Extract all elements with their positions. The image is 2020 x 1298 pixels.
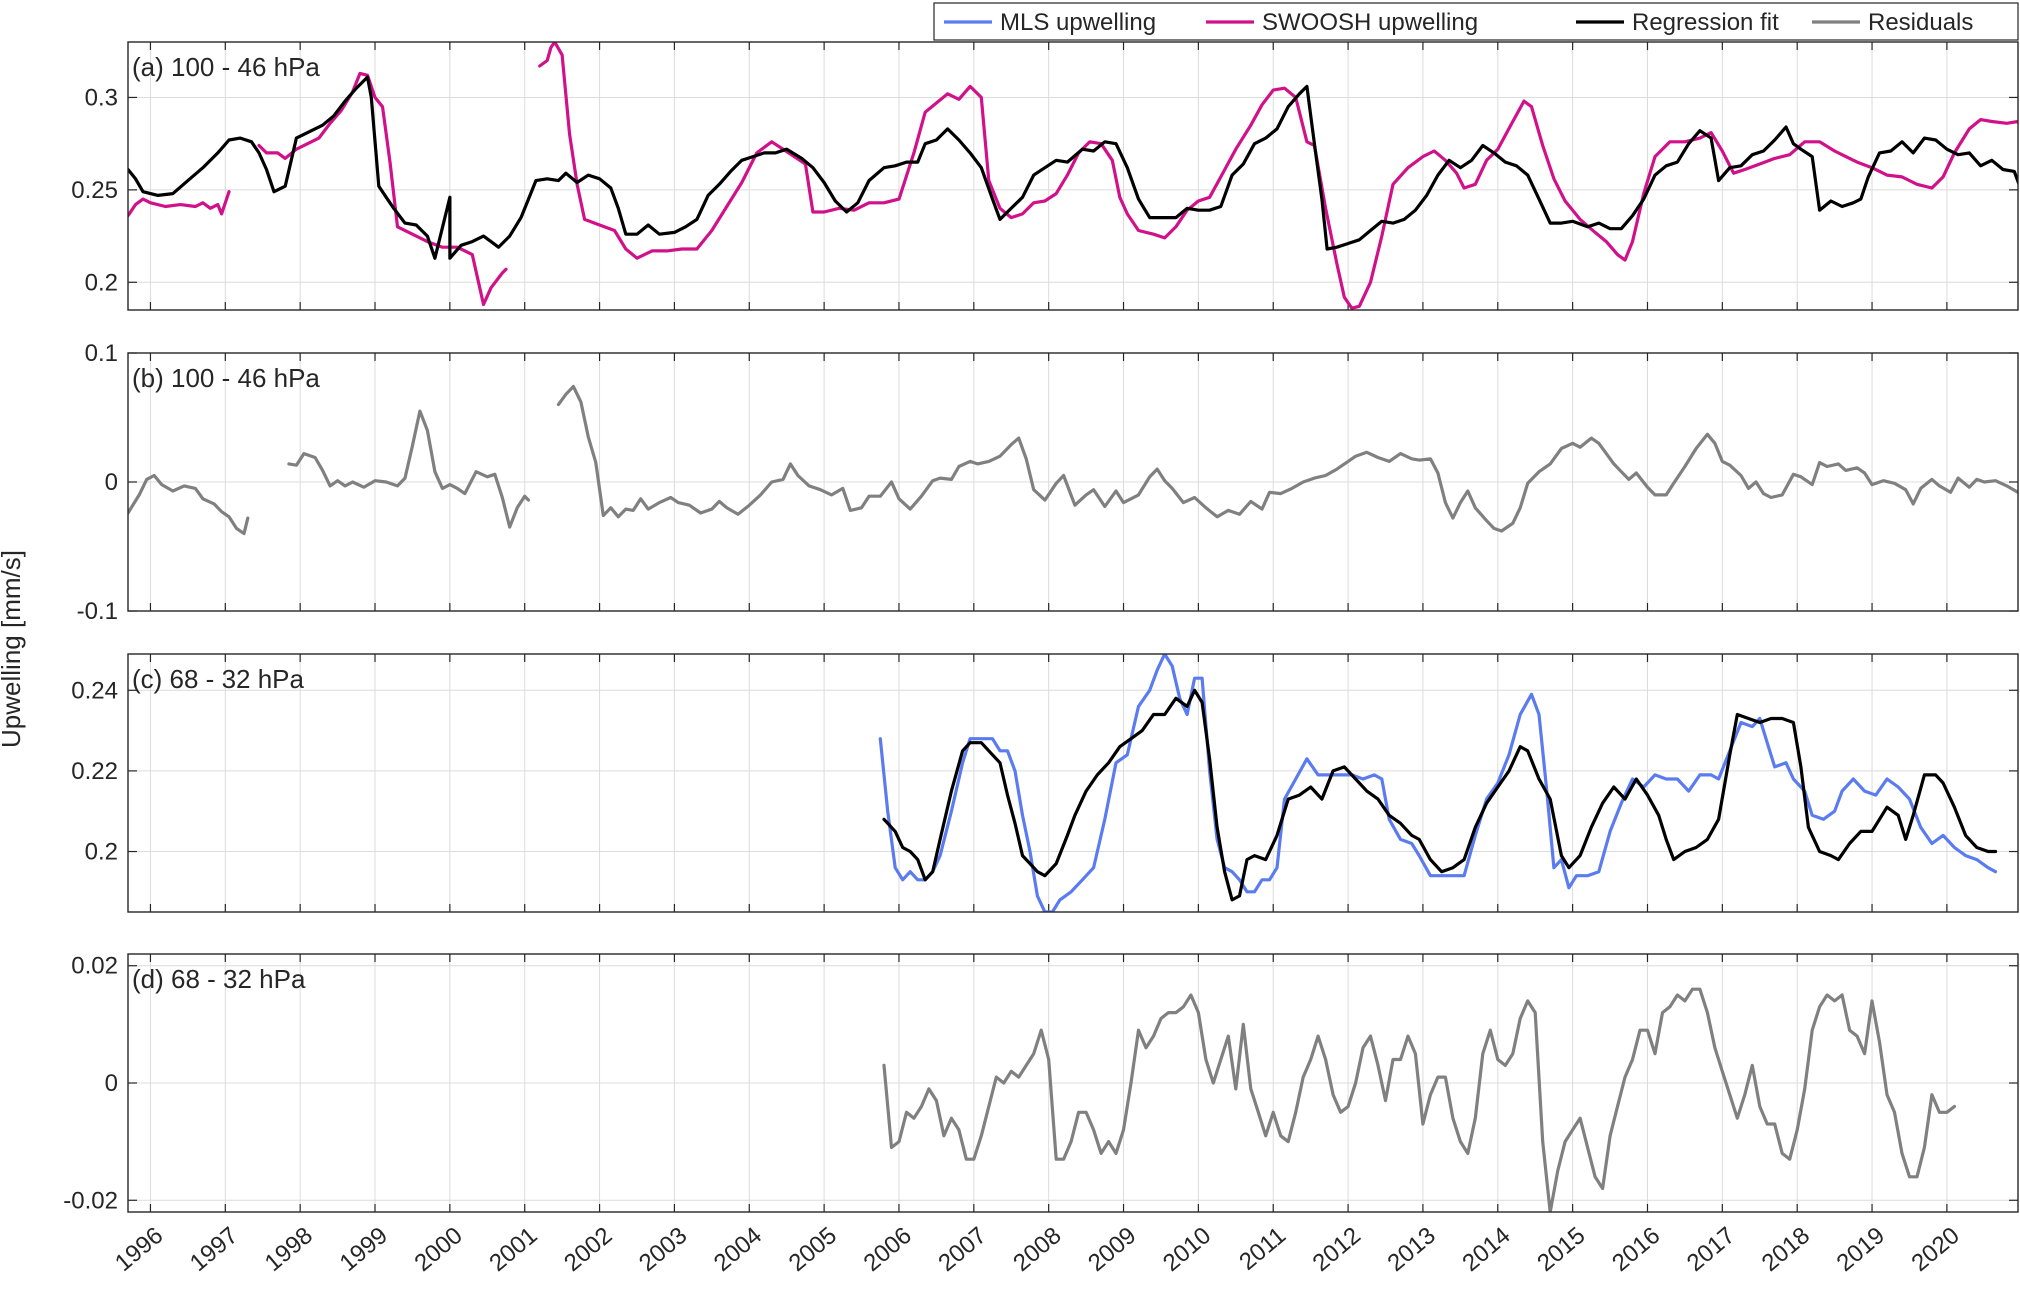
x-tick-label: 2009 xyxy=(1083,1222,1141,1277)
y-tick-label: 0.02 xyxy=(71,953,118,980)
x-tick-label: 2007 xyxy=(933,1222,991,1277)
x-tick-label: 2016 xyxy=(1607,1222,1665,1277)
y-tick-label: 0.2 xyxy=(85,269,118,296)
series-residuals-line xyxy=(287,409,531,529)
legend-label-residuals: Residuals xyxy=(1868,9,1973,36)
axes-frame xyxy=(127,953,2019,1213)
panel-label: (c) 68 - 32 hPa xyxy=(132,664,305,694)
series-residuals-line xyxy=(882,987,1956,1212)
axes-frame xyxy=(127,352,2019,612)
plot-area xyxy=(128,654,2018,912)
y-tick-label: 0 xyxy=(105,469,118,496)
x-tick-label: 2018 xyxy=(1757,1222,1815,1277)
legend-label-swoosh-upwelling: SWOOSH upwelling xyxy=(1262,9,1478,36)
y-tick-label: 0.25 xyxy=(71,177,118,204)
y-tick-label: 0 xyxy=(105,1070,118,1097)
series-group xyxy=(128,384,2018,536)
series-residuals-line xyxy=(556,384,2018,533)
series-mls-upwelling-line xyxy=(878,654,1998,912)
legend-label-mls-upwelling: MLS upwelling xyxy=(1000,9,1156,36)
x-tick-label: 2004 xyxy=(709,1222,767,1277)
x-tick-label: 1996 xyxy=(110,1222,168,1277)
x-tick-labels: 1996 1997 1998 1999 2000 2001 2002 2003 2004 2005… xyxy=(110,1222,1965,1277)
series-residuals-line xyxy=(128,473,250,536)
x-tick-label: 2003 xyxy=(634,1222,692,1277)
panel-a: 0.2 0.25 0.3 (a) 100 - 46 hPa xyxy=(71,41,2019,311)
x-tick-label: 2019 xyxy=(1832,1222,1890,1277)
series-regression-fit-line xyxy=(128,75,2018,260)
x-tick-label: 2013 xyxy=(1383,1222,1441,1277)
series-group xyxy=(878,654,1998,912)
panel-label: (a) 100 - 46 hPa xyxy=(132,52,320,82)
legend: MLS upwelling SWOOSH upwelling Regression … xyxy=(933,2,2019,41)
x-tick-label: 1997 xyxy=(185,1222,243,1277)
series-swoosh-upwelling-line xyxy=(128,190,231,218)
x-tick-label: 2000 xyxy=(409,1222,467,1277)
x-tick-label: 2020 xyxy=(1906,1222,1964,1277)
x-tick-label: 2001 xyxy=(484,1222,542,1277)
panel-label: (b) 100 - 46 hPa xyxy=(132,363,320,393)
series-group xyxy=(128,42,2018,310)
panel-d: -0.02 0 0.02 (d) 68 - 32 hPa xyxy=(63,953,2019,1214)
series-swoosh-upwelling-line xyxy=(538,42,2018,310)
x-tick-label: 2010 xyxy=(1158,1222,1216,1277)
panel-label: (d) 68 - 32 hPa xyxy=(132,964,306,994)
x-tick-label: 1998 xyxy=(260,1222,318,1277)
x-tick-label: 2011 xyxy=(1234,1222,1291,1276)
y-axis-label: Upwelling [mm/s] xyxy=(0,550,26,748)
x-tick-label: 2012 xyxy=(1308,1222,1366,1277)
series-group xyxy=(882,987,1956,1212)
y-tick-label: 0.22 xyxy=(71,758,118,785)
legend-label-regression-fit: Regression fit xyxy=(1632,9,1779,36)
y-tick-label: -0.1 xyxy=(77,598,118,625)
y-tick-label: 0.3 xyxy=(85,84,118,111)
y-tick-label: 0.2 xyxy=(85,839,118,866)
series-swoosh-upwelling-line xyxy=(257,71,508,307)
x-tick-label: 2005 xyxy=(784,1222,842,1277)
y-tick-label: 0.24 xyxy=(71,677,118,704)
series-regression-fit-line xyxy=(882,688,1998,902)
x-tick-label: 2017 xyxy=(1682,1222,1740,1277)
panel-c: 0.2 0.22 0.24 (c) 68 - 32 hPa xyxy=(71,653,2019,913)
plot-area xyxy=(128,42,2018,310)
panel-b: -0.1 0 0.1 (b) 100 - 46 hPa xyxy=(77,340,2019,625)
x-tick-label: 2008 xyxy=(1008,1222,1066,1277)
y-tick-label: -0.02 xyxy=(63,1187,118,1214)
x-tick-label: 2014 xyxy=(1457,1222,1515,1277)
x-tick-label: 2002 xyxy=(559,1222,617,1277)
axes-frame xyxy=(127,653,2019,913)
x-tick-label: 2015 xyxy=(1532,1222,1590,1277)
x-tick-label: 2006 xyxy=(859,1222,917,1277)
y-tick-label: 0.1 xyxy=(85,340,118,367)
axes-frame xyxy=(127,41,2019,311)
x-tick-label: 1999 xyxy=(335,1222,393,1277)
